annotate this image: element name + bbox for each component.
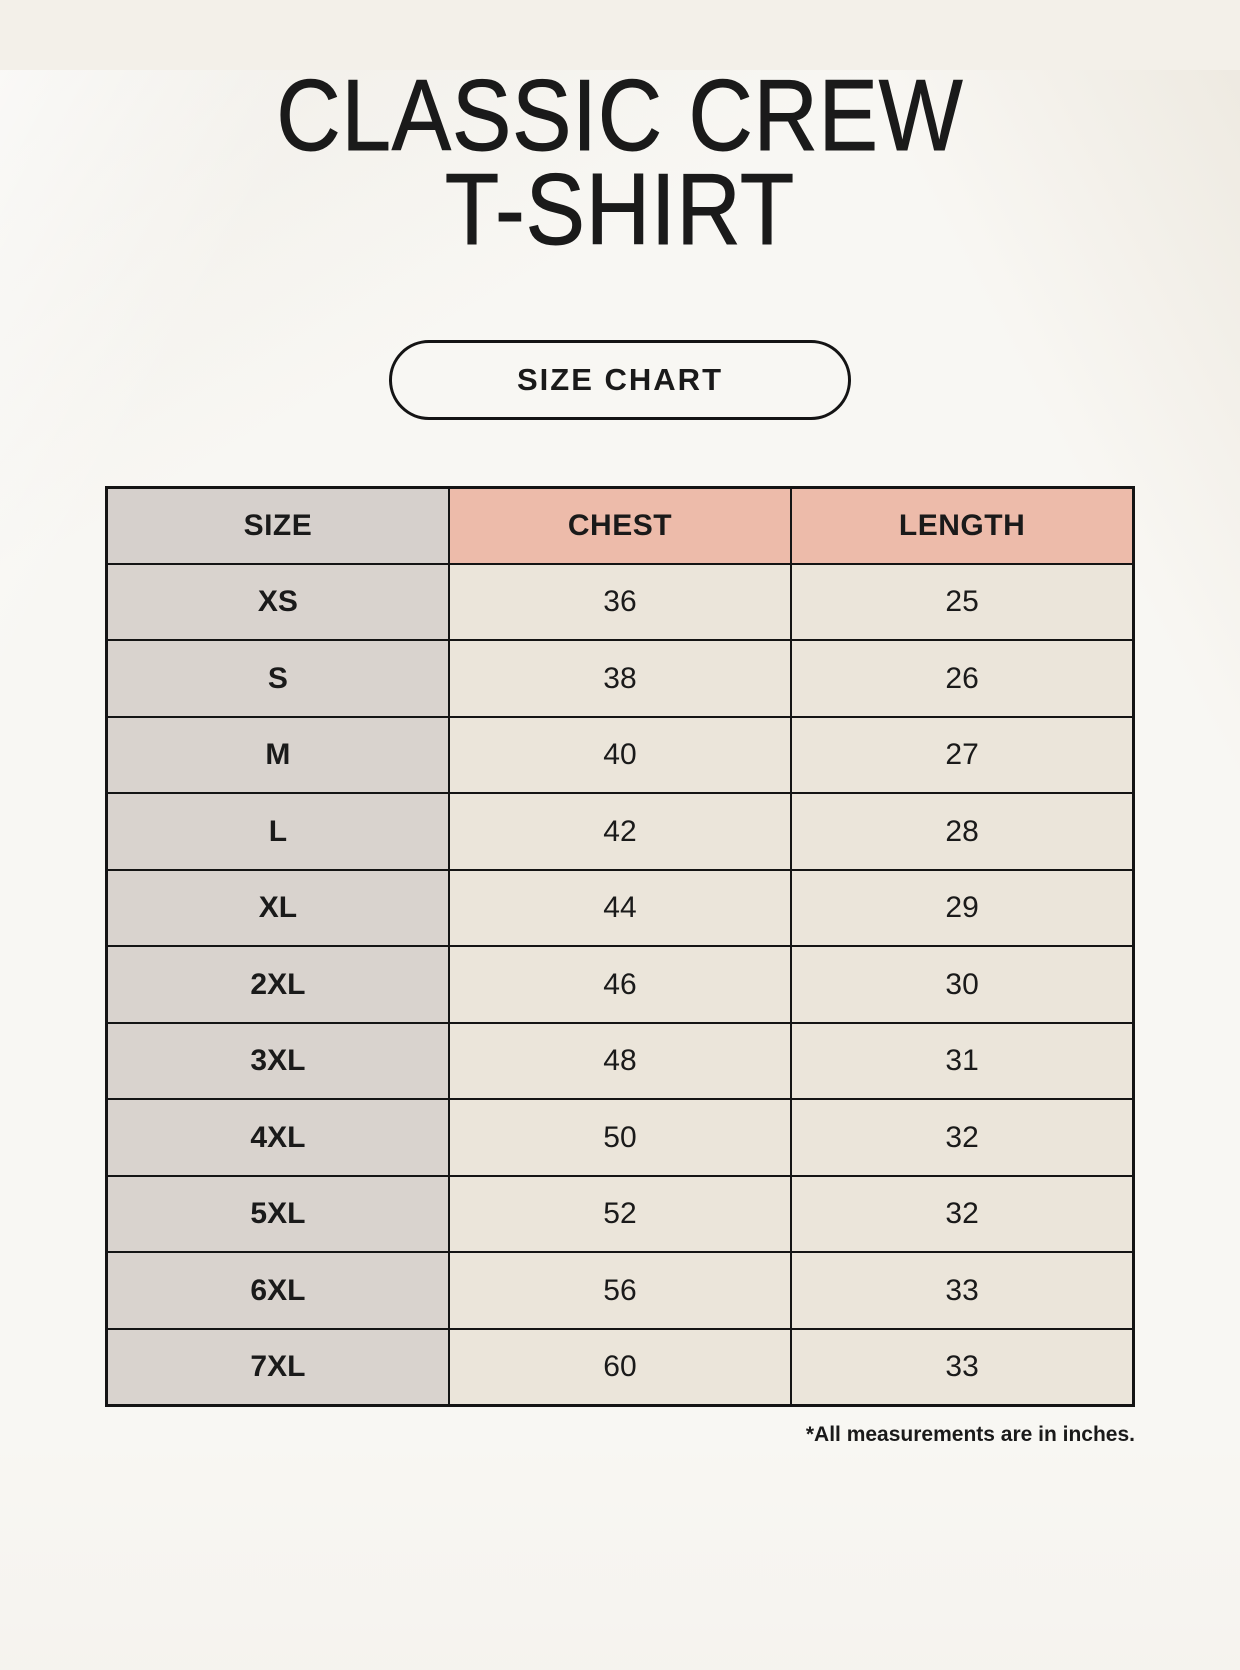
value-cell: 42 — [447, 792, 793, 871]
size-cell: XL — [105, 868, 450, 948]
size-cell: 3XL — [105, 1021, 450, 1101]
size-cell: 2XL — [105, 945, 450, 1024]
column-header-chest: CHEST — [447, 486, 793, 565]
table-row: 3XL 48 31 — [105, 1021, 1135, 1101]
value-cell: 33 — [790, 1327, 1135, 1407]
size-cell: M — [105, 715, 450, 795]
value-cell: 38 — [447, 639, 793, 718]
table-row: M 40 27 — [105, 715, 1135, 795]
size-chart-badge-label: SIZE CHART — [517, 361, 723, 397]
value-cell: 44 — [447, 868, 793, 948]
value-cell: 30 — [790, 945, 1135, 1024]
value-cell: 52 — [447, 1174, 793, 1254]
size-cell: S — [105, 639, 450, 718]
value-cell: 48 — [447, 1021, 793, 1101]
size-cell: 6XL — [105, 1251, 450, 1330]
table-row: 7XL 60 33 — [105, 1327, 1135, 1407]
value-cell: 32 — [790, 1174, 1135, 1254]
table-head: SIZE CHEST LENGTH — [105, 486, 1135, 565]
value-cell: 32 — [790, 1098, 1135, 1177]
value-cell: 28 — [790, 792, 1135, 871]
column-header-length: LENGTH — [790, 486, 1135, 565]
table-row: 5XL 52 32 — [105, 1174, 1135, 1254]
table-row: 2XL 46 30 — [105, 945, 1135, 1024]
table-row: S 38 26 — [105, 639, 1135, 718]
size-cell: 4XL — [105, 1098, 450, 1177]
size-table: SIZE CHEST LENGTH XS 36 25 S 38 26 M 40 27 L 42 28 XL 4… — [105, 485, 1135, 1407]
page-title-line1: CLASSIC CREW — [276, 60, 964, 172]
table-header-row: SIZE CHEST LENGTH — [105, 486, 1135, 565]
table-row: L 42 28 — [105, 792, 1135, 871]
value-cell: 33 — [790, 1251, 1135, 1330]
size-cell: 7XL — [105, 1327, 450, 1407]
size-chart-badge: SIZE CHART — [389, 339, 851, 420]
value-cell: 26 — [790, 639, 1135, 718]
value-cell: 60 — [447, 1327, 793, 1407]
size-cell: 5XL — [105, 1174, 450, 1254]
value-cell: 56 — [447, 1251, 793, 1330]
value-cell: 36 — [447, 562, 793, 642]
size-chart-page: CLASSIC CREW T-SHIRT SIZE CHART SIZE CHES… — [0, 60, 1240, 1447]
value-cell: 50 — [447, 1098, 793, 1177]
value-cell: 46 — [447, 945, 793, 1024]
table-body: XS 36 25 S 38 26 M 40 27 L 42 28 XL 44 29 2XL 46 30 3XL 48 3… — [105, 562, 1135, 1407]
table-row: XL 44 29 — [105, 868, 1135, 948]
size-cell: XS — [105, 562, 450, 642]
table-row: XS 36 25 — [105, 562, 1135, 642]
value-cell: 29 — [790, 868, 1135, 948]
measurements-footnote: *All measurements are in inches. — [805, 1422, 1135, 1446]
value-cell: 40 — [447, 715, 793, 795]
table-row: 4XL 50 32 — [105, 1098, 1135, 1177]
value-cell: 27 — [790, 715, 1135, 795]
page-title: CLASSIC CREW T-SHIRT — [74, 60, 1165, 266]
table-row: 6XL 56 33 — [105, 1251, 1135, 1330]
value-cell: 31 — [790, 1021, 1135, 1101]
value-cell: 25 — [790, 562, 1135, 642]
page-title-line2: T-SHIRT — [444, 153, 796, 266]
column-header-size: SIZE — [105, 486, 450, 565]
size-cell: L — [105, 792, 450, 871]
size-table-container: SIZE CHEST LENGTH XS 36 25 S 38 26 M 40 27 L 42 28 XL 4… — [105, 485, 1135, 1407]
